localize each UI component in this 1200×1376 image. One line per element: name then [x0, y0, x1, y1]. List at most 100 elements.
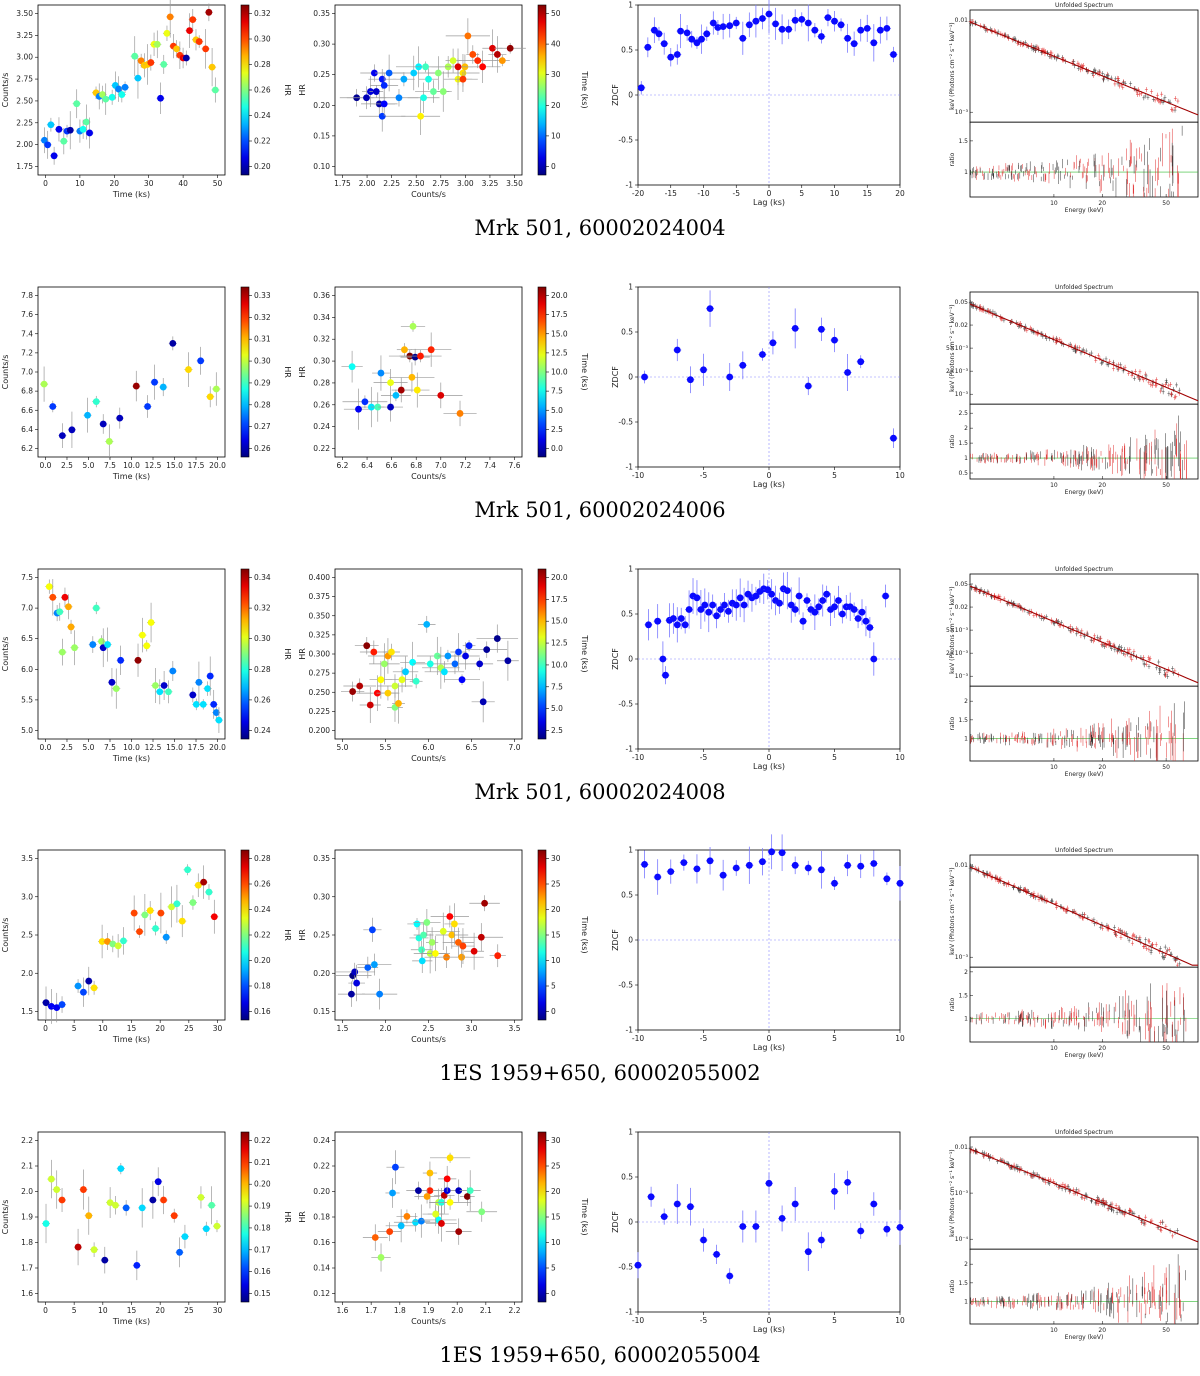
row3-zdcf-xlabel: Lag (ks) — [753, 1043, 785, 1052]
row3-lc-point — [141, 911, 149, 919]
row0-lc-xtick-label: 0 — [43, 179, 48, 188]
row2-zdcf-ytick-label: 0.5 — [621, 610, 633, 619]
row1-hr-point — [361, 398, 369, 406]
row1-hr-point — [409, 322, 417, 330]
row3-hr-ylabel: HR — [298, 929, 307, 941]
row2-hr-point — [398, 676, 406, 684]
row2-lc-xtick-label: 20.0 — [209, 743, 226, 752]
row0-lc-point — [73, 100, 81, 108]
row2-spec-xtick-label: 20 — [1098, 764, 1106, 771]
row1-zdcf-xtick-label: 10 — [895, 471, 905, 480]
row0-zdcf-point — [765, 10, 773, 18]
row3-zdcf-point — [804, 864, 812, 872]
row4-lc-point — [181, 1233, 189, 1241]
row1-lc-xtick-label: 12.5 — [145, 461, 162, 470]
row1-lc-ylabel: Counts/s — [1, 355, 10, 390]
row2-lc-point — [147, 619, 155, 626]
row2-lc-point — [204, 685, 212, 693]
row0-lc-point — [50, 152, 58, 160]
row4-hr-point — [397, 1222, 405, 1230]
row3-spec-ratio-axes — [969, 966, 1199, 1043]
row3-zdcf-xtick-label: 10 — [895, 1034, 905, 1043]
row0-zdcf-point — [883, 25, 891, 32]
row0-lc-cbar-tick-label: 0.30 — [254, 35, 271, 44]
row3-spec-xtick-label: 20 — [1098, 1045, 1106, 1052]
row2-lc-point — [195, 678, 203, 686]
row2-zdcf-point — [838, 610, 846, 618]
row3-zdcf-point — [818, 866, 825, 874]
row2-lc-xtick-label: 17.5 — [188, 743, 205, 752]
row1-lc-ytick-label: 7.0 — [21, 368, 33, 377]
row1-hr-ytick-label: 0.22 — [313, 444, 330, 453]
row2-hr-point — [366, 701, 374, 709]
row0-lc-ytick-label: 3.50 — [16, 9, 33, 18]
row0-lc-point — [55, 125, 63, 133]
row3-lc-xtick-label: 5 — [72, 1024, 77, 1033]
row1-spec-ratio-ylabel: ratio — [949, 434, 956, 448]
row2-zdcf-point — [697, 606, 705, 613]
row3-zdcf-ytick-label: 1 — [628, 846, 633, 855]
row1-hr-xtick-label: 7.6 — [509, 461, 521, 470]
row1-hr-cbar-tick-label: 2.5 — [551, 425, 563, 434]
row3-lc-point — [168, 903, 175, 911]
row3-lc-point — [58, 1001, 66, 1008]
row4-lc-ytick-label: 2.0 — [21, 1187, 33, 1196]
row4-spec-ytick-label: 0.01 — [955, 1144, 969, 1151]
row0-hr-xtick-label: 2.00 — [359, 179, 376, 188]
row1-lc-point — [105, 438, 113, 445]
row2-hr-point — [380, 660, 388, 668]
row0-hr-point — [469, 51, 477, 58]
row2-hr-cbar-tick-label: 10.0 — [551, 660, 568, 669]
row4-lc-cbar-tick-label: 0.19 — [254, 1202, 271, 1211]
row0-zdcf-point — [667, 53, 675, 61]
row0-lc-xtick-label: 20 — [110, 179, 120, 188]
row1-hr-point — [437, 391, 445, 399]
row3-lc-xtick-label: 10 — [98, 1024, 108, 1033]
row4-hr-point — [426, 1169, 434, 1177]
row1-hr-point — [377, 369, 385, 377]
row4-hr-xtick-label: 2.2 — [509, 1306, 521, 1315]
row4-zdcf-point — [765, 1179, 773, 1187]
row3-lc-point — [47, 1003, 55, 1010]
row4-lc-point — [149, 1196, 157, 1204]
row1-hr-xlabel: Counts/s — [411, 472, 446, 481]
row0-lc-point — [86, 129, 93, 137]
row0-lc-point — [182, 54, 190, 62]
row3-lc-point — [173, 900, 181, 908]
row2-lc-point — [58, 648, 66, 656]
row1-lc-point — [49, 403, 57, 410]
row0-hr-cbar-tick-label: 20 — [551, 101, 561, 110]
row0-lc-point — [131, 52, 139, 60]
row0-lc-cbar-tick-label: 0.20 — [254, 162, 271, 171]
row2-hr-ylabel: HR — [298, 648, 307, 660]
row0-zdcf-point — [772, 20, 779, 28]
row3-lc-cbar-tick-label: 0.18 — [254, 982, 271, 991]
row3-lc-cbar-tick-label: 0.26 — [254, 880, 271, 889]
row1-zdcf-xlabel: Lag (ks) — [753, 480, 785, 489]
row4-spec-ytick-label: 10⁻³ — [955, 1190, 969, 1197]
row2-hr-point — [423, 620, 431, 628]
row3-spec-ytick-label: 10⁻³ — [955, 954, 969, 961]
row1-spec-xtick-label: 50 — [1162, 482, 1170, 489]
row3-lc-cbar-tick-label: 0.28 — [254, 854, 271, 863]
row3-hr-cbar-tick-label: 10 — [551, 956, 561, 965]
row4-zdcf-point — [660, 1213, 668, 1220]
row0-zdcf-xtick-label: 10 — [830, 189, 840, 198]
row2-zdcf-point — [819, 597, 827, 604]
row1-zdcf-point — [890, 434, 897, 442]
row0-zdcf-point — [876, 26, 884, 34]
row0-zdcf-xtick-label: -20 — [632, 189, 644, 198]
row3-lc-xtick-label: 20 — [155, 1024, 165, 1033]
row1-hr-point — [355, 405, 362, 413]
row2-hr-cbar-tick-label: 17.5 — [551, 595, 568, 604]
row1-zdcf-point — [687, 376, 694, 384]
row2-lc-point — [92, 604, 100, 612]
row0-spec-xtick-label: 20 — [1098, 200, 1106, 207]
row1-zdcf-point — [769, 339, 777, 347]
row3-spec-ytick-label: 0.01 — [955, 862, 969, 869]
row1-zdcf-xtick-label: -10 — [632, 471, 644, 480]
row1-hr-cbar-tick-label: 20.0 — [551, 291, 568, 300]
row0-spec-xtick-label: 50 — [1162, 200, 1170, 207]
row4-hr-point — [446, 1154, 454, 1162]
row0-hr-point — [498, 57, 506, 65]
